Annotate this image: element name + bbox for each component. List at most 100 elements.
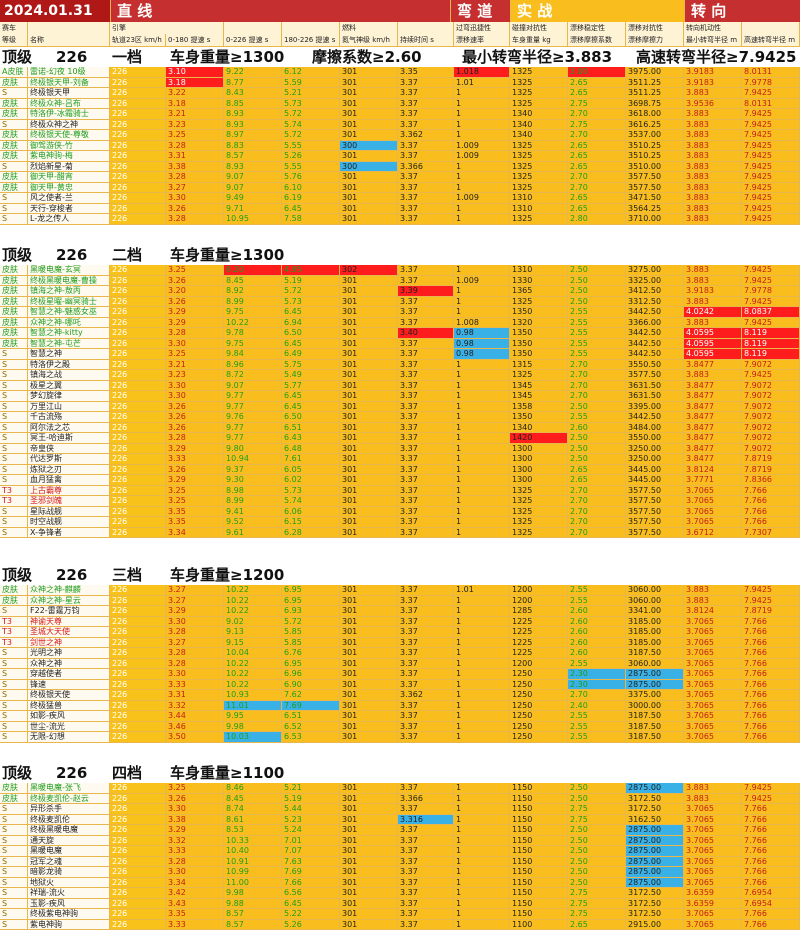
table-cell: 2.65	[568, 88, 626, 99]
table-cell: 3.37	[398, 443, 454, 454]
table-cell: 3.26	[166, 464, 224, 475]
table-cell: 1	[454, 527, 510, 538]
table-cell: 1150	[510, 825, 568, 836]
table-cell: 3.42	[166, 888, 224, 899]
table-row: 皮肤 智慧之神-屯芒 226 3.30 9.75 6.45 301 3.37 0.98 1350 2…	[0, 338, 800, 349]
table-cell: 1250	[510, 679, 568, 690]
table-cell: 7.766	[742, 814, 800, 825]
table-cell: 2.50	[568, 454, 626, 465]
table-cell: 226	[110, 919, 166, 930]
table-cell: 3.34	[166, 877, 224, 888]
table-cell: 2.50	[568, 835, 626, 846]
table-cell: 8.72	[224, 370, 282, 381]
table-cell: S	[0, 700, 28, 711]
column-header: 持续时间 s	[398, 34, 454, 46]
table-cell: 3.25	[166, 265, 224, 276]
table-cell: S	[0, 475, 28, 486]
table-cell: 7.9425	[742, 783, 800, 794]
table-cell: 7.9778	[742, 286, 800, 297]
table-cell: 1	[454, 606, 510, 617]
table-cell: 3511.25	[626, 88, 684, 99]
table-cell: 3.366	[398, 161, 454, 172]
table-cell: 3.37	[398, 888, 454, 899]
table-cell: 3.30	[166, 867, 224, 878]
table-cell: 1340	[510, 119, 568, 130]
table-cell: 3000.00	[626, 700, 684, 711]
table-cell: 3.37	[398, 616, 454, 627]
table-cell: 6.45	[282, 338, 340, 349]
table-cell: 3.37	[398, 909, 454, 920]
table-cell: 1325	[510, 77, 568, 88]
table-cell: 6.12	[282, 67, 340, 78]
table-row: 皮肤 众神之神-哪吒 226 3.29 10.22 6.94 301 3.37 1.008 132…	[0, 317, 800, 328]
table-cell: 炼狱之刃	[28, 464, 110, 475]
table-cell: 226	[110, 648, 166, 659]
table-cell: 3.37	[398, 732, 454, 743]
table-cell: T3	[0, 627, 28, 638]
table-cell: 3.26	[166, 422, 224, 433]
table-cell: 226	[110, 203, 166, 214]
table-cell: 2.70	[568, 130, 626, 141]
table-cell: 3631.50	[626, 391, 684, 402]
table-cell: 3187.50	[626, 721, 684, 732]
table-cell: 3.8477	[684, 380, 742, 391]
column-header: 轨道23区 km/h	[110, 34, 166, 46]
table-cell: 6.96	[282, 669, 340, 680]
table-cell: 2.60	[568, 648, 626, 659]
table-cell: 3.29	[166, 606, 224, 617]
table-row: S 玉影-疾风 226 3.43 9.88 6.45 301 3.37 1 1150 2.75 317…	[0, 898, 800, 909]
table-cell: 3060.00	[626, 585, 684, 596]
table-cell: 302	[340, 265, 398, 276]
table-cell: 3.7065	[684, 711, 742, 722]
table-row: S F22-雷霆万钧 226 3.29 10.22 6.93 301 3.37 1 1285 2.6…	[0, 606, 800, 617]
table-row: S 梦幻旋律 226 3.30 9.77 6.45 301 3.37 1 1345 2.70 3631…	[0, 391, 800, 402]
table-cell: 7.766	[742, 658, 800, 669]
table-cell: 1225	[510, 627, 568, 638]
table-cell: 301	[340, 846, 398, 857]
table-cell: 3.30	[166, 193, 224, 204]
table-cell: 3.26	[166, 203, 224, 214]
table-cell: 3.883	[684, 140, 742, 151]
section-label: 226	[56, 48, 88, 66]
table-cell: 3.25	[166, 783, 224, 794]
table-cell: 7.9425	[742, 182, 800, 193]
table-cell: 10.93	[224, 690, 282, 701]
table-cell: 3.38	[166, 161, 224, 172]
table-cell: 301	[340, 606, 398, 617]
table-cell: 301	[340, 338, 398, 349]
table-cell: 5.44	[282, 804, 340, 815]
table-cell: 皮肤	[0, 265, 28, 276]
table-row: 皮肤 特洛伊-冰霜骑士 226 3.21 8.93 5.72 301 3.37 1 1340 2.7…	[0, 109, 800, 120]
table-cell: 301	[340, 856, 398, 867]
table-cell: 皮肤	[0, 275, 28, 286]
table-cell: 10.99	[224, 867, 282, 878]
table-cell: 9.77	[224, 401, 282, 412]
table-cell: 2.70	[568, 380, 626, 391]
table-cell: 通天旋	[28, 835, 110, 846]
table-cell: 3.8124	[684, 464, 742, 475]
table-cell: 8.0131	[742, 98, 800, 109]
column-header: 漂移摩擦系数	[568, 34, 626, 46]
table-cell: 226	[110, 700, 166, 711]
table-cell: 3.38	[166, 814, 224, 825]
table-cell: 皮肤	[0, 109, 28, 120]
table-cell: 3510.25	[626, 151, 684, 162]
section-label: 车身重量≥1300	[170, 48, 285, 66]
table-cell: 10.22	[224, 595, 282, 606]
table-cell: 3442.50	[626, 412, 684, 423]
table-cell: 终极银天使	[28, 690, 110, 701]
table-cell: 5.24	[282, 825, 340, 836]
table-cell: 黑暖电魔-玄冥	[28, 265, 110, 276]
table-cell: 2.70	[568, 496, 626, 507]
table-cell: 3.7065	[684, 846, 742, 857]
header-cell: 漂移对抗性	[626, 22, 684, 34]
table-cell: 8.97	[224, 130, 282, 141]
table-cell: S	[0, 690, 28, 701]
table-cell: 2.30	[568, 679, 626, 690]
table-cell: 2.55	[568, 721, 626, 732]
table-cell: 1250	[510, 721, 568, 732]
table-cell: S	[0, 454, 28, 465]
table-cell: 3.37	[398, 919, 454, 930]
table-cell: 6.52	[282, 721, 340, 732]
table-cell: 终极银天甲	[28, 88, 110, 99]
